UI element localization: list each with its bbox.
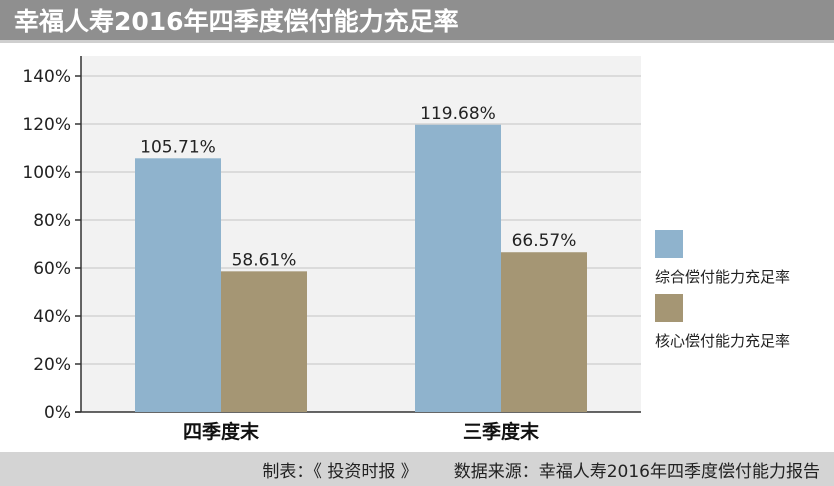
- data-label: 66.57%: [512, 231, 577, 251]
- legend-label: 核心偿付能力充足率: [655, 332, 790, 350]
- legend-label: 综合偿付能力充足率: [655, 268, 790, 286]
- y-tick-label: 0%: [44, 403, 71, 423]
- y-tick-label: 20%: [33, 355, 71, 375]
- footer-source: 数据来源：幸福人寿2016年四季度偿付能力报告: [453, 461, 820, 482]
- bar: [415, 124, 501, 412]
- bar-chart: 0% 20% 40% 60% 80% 100% 120% 140% 105.71% 58.61% 四…: [22, 56, 790, 443]
- legend-swatch: [655, 230, 683, 258]
- title-bar: 幸福人寿2016年四季度偿付能力充足率: [0, 0, 834, 41]
- y-tick-label: 80%: [33, 211, 71, 231]
- data-label: 58.61%: [232, 250, 297, 270]
- footer-credit: 制表：《 投资时报 》: [262, 461, 418, 482]
- chart-title: 幸福人寿2016年四季度偿付能力充足率: [14, 7, 459, 36]
- y-tick-label: 60%: [33, 259, 71, 279]
- data-label: 119.68%: [420, 104, 496, 124]
- x-tick-label: 三季度末: [463, 420, 540, 443]
- legend-swatch: [655, 294, 683, 322]
- x-tick-label: 四季度末: [183, 420, 260, 443]
- bar: [501, 252, 587, 412]
- bar: [135, 158, 221, 412]
- y-tick-label: 120%: [22, 115, 71, 135]
- footer-bar: 制表：《 投资时报 》 数据来源：幸福人寿2016年四季度偿付能力报告: [0, 452, 834, 486]
- y-tick-label: 40%: [33, 307, 71, 327]
- title-underline: [0, 40, 834, 43]
- bar: [221, 271, 307, 412]
- data-label: 105.71%: [140, 137, 216, 157]
- y-tick-label: 140%: [22, 67, 71, 87]
- y-tick-label: 100%: [22, 163, 71, 183]
